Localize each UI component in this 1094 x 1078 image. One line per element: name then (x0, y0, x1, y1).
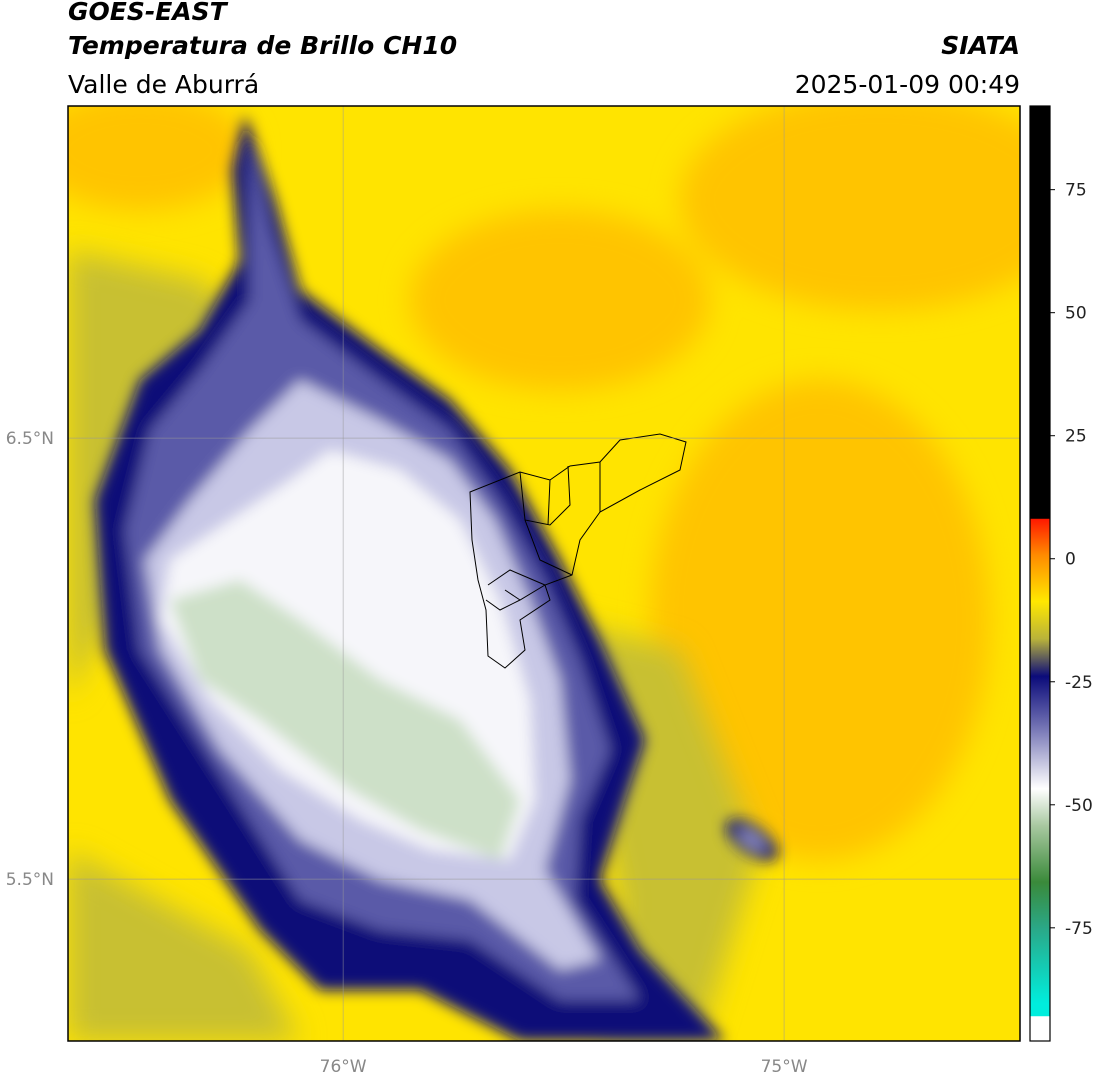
colorbar-tick-label: -25 (1065, 673, 1093, 693)
colorbar-tick-label: 25 (1065, 427, 1087, 447)
colorbar (1029, 105, 1051, 1042)
x-tick-label: 75°W (761, 1057, 808, 1077)
colorbar-tick-label: 0 (1065, 550, 1076, 570)
region: Valle de Aburrá (68, 70, 259, 99)
colorbar-tick-label: 75 (1065, 181, 1087, 201)
map-frame (67, 105, 1021, 1042)
colorbar-tick-label: -75 (1065, 919, 1093, 939)
subtitle: Temperatura de Brillo CH10 (68, 31, 457, 60)
source: SIATA (941, 31, 1020, 60)
y-tick-label: 6.5°N (6, 429, 54, 449)
colorbar-tick-label: 50 (1065, 304, 1087, 324)
grid (68, 106, 1020, 1041)
colorbar-tick-label: -50 (1065, 796, 1093, 816)
title: GOES-EAST (68, 0, 229, 26)
datetime: 2025-01-09 00:49 (795, 70, 1020, 99)
x-tick-label: 76°W (320, 1057, 367, 1077)
y-tick-label: 5.5°N (6, 870, 54, 890)
satellite-image (68, 106, 1020, 1041)
municipality-borders (469, 433, 687, 669)
